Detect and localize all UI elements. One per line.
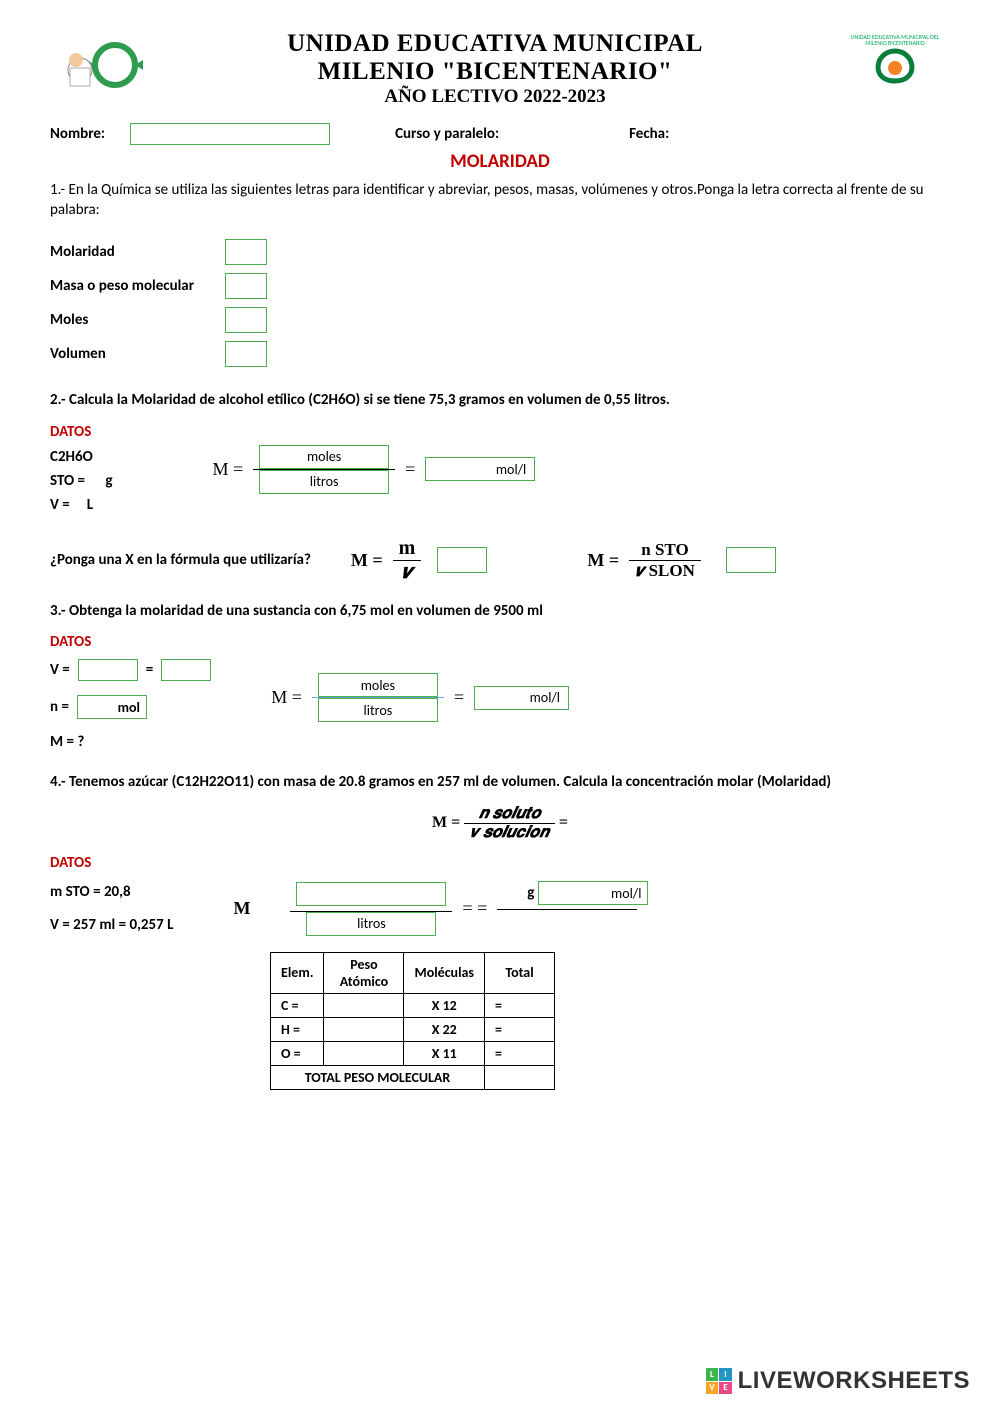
q4-litros-box[interactable]: litros xyxy=(306,912,436,936)
q1-input[interactable] xyxy=(225,273,267,299)
logo-left xyxy=(50,30,150,100)
q1-matching-table: Molaridad Masa o peso molecular Moles Vo… xyxy=(50,235,950,371)
q2-result-box[interactable]: mol/l xyxy=(425,457,535,481)
q2-choice2-box[interactable] xyxy=(726,547,776,573)
q1-row-label: Masa o peso molecular xyxy=(50,277,225,295)
q4-top-box[interactable] xyxy=(296,882,446,906)
table-header: Elem. xyxy=(271,952,324,993)
q3-n-input[interactable]: mol xyxy=(77,695,147,719)
table-input[interactable] xyxy=(324,993,404,1017)
brand-text: LIVEWORKSHEETS xyxy=(738,1367,970,1395)
q2-formula: M = moles litros = mol/l xyxy=(212,445,535,494)
question-4: 4.- Tenemos azúcar (C12H22O11) con masa … xyxy=(50,773,950,1090)
q2-litros-box[interactable]: litros xyxy=(259,470,389,494)
header-line3: AÑO LECTIVO 2022-2023 xyxy=(170,86,820,108)
header-line2: MILENIO "BICENTENARIO" xyxy=(170,58,820,86)
q2-title: 2.- Calcula la Molaridad de alcohol etíl… xyxy=(50,391,950,411)
q2-moles-box[interactable]: moles xyxy=(259,445,389,469)
q1-input[interactable] xyxy=(225,307,267,333)
q4-top-formula: M = 𝒏 𝒔𝒐𝒍𝒖𝒕𝒐 𝒗 𝒔𝒐𝒍𝒖𝒄𝒊𝒐𝒏 = xyxy=(50,805,950,842)
q1-input[interactable] xyxy=(225,341,267,367)
table-input[interactable] xyxy=(324,1017,404,1041)
fecha-label: Fecha: xyxy=(629,125,669,143)
document-header: UNIDAD EDUCATIVA MUNICIPAL MILENIO "BICE… xyxy=(50,30,950,108)
q4-result-box[interactable]: mol/l xyxy=(538,881,648,905)
q3-title: 3.- Obtenga la molaridad de una sustanci… xyxy=(50,602,950,622)
question-2: 2.- Calcula la Molaridad de alcohol etíl… xyxy=(50,391,950,584)
topic-title: MOLARIDAD xyxy=(50,150,950,173)
q3-moles-box[interactable]: moles xyxy=(318,673,438,697)
table-header: Moléculas xyxy=(404,952,485,993)
logo-right: UNIDAD EDUCATIVA MUNICIPAL DEL MILENIO B… xyxy=(840,30,950,90)
nombre-label: Nombre: xyxy=(50,125,105,143)
molecular-weight-table: Elem. Peso Atómico Moléculas Total C = X… xyxy=(270,952,555,1090)
q4-d2: V = 257 ml = 0,257 L xyxy=(50,909,173,942)
table-header: Total xyxy=(485,952,555,993)
q4-d1: m STO = 20,8 xyxy=(50,876,173,909)
q2-data-block: C2H6O STO = g V = L xyxy=(50,445,112,517)
header-title-block: UNIDAD EDUCATIVA MUNICIPAL MILENIO "BICE… xyxy=(170,30,820,108)
curso-label: Curso y paralelo: xyxy=(395,125,499,143)
table-header: Peso Atómico xyxy=(324,952,404,993)
student-form-row: Nombre: Curso y paralelo: Fecha: xyxy=(50,123,950,145)
q2-choice1-box[interactable] xyxy=(437,547,487,573)
q2-datos-label: DATOS xyxy=(50,423,950,441)
q1-input[interactable] xyxy=(225,239,267,265)
nombre-input[interactable] xyxy=(130,123,330,145)
q3-formula: M = moles litros = mol/l xyxy=(271,673,569,722)
q4-title: 4.- Tenemos azúcar (C12H22O11) con masa … xyxy=(50,773,950,793)
q3-datos-label: DATOS xyxy=(50,633,950,651)
q1-text: 1.- En la Química se utiliza las siguien… xyxy=(50,181,950,220)
liveworksheets-brand: L I V E LIVEWORKSHEETS xyxy=(706,1367,970,1395)
table-total-input[interactable] xyxy=(485,1065,555,1089)
q1-row-label: Moles xyxy=(50,311,225,329)
q3-result-box[interactable]: mol/l xyxy=(474,686,569,710)
q1-row-label: Molaridad xyxy=(50,243,225,261)
brand-logo-icon: L I V E xyxy=(706,1368,732,1394)
header-line1: UNIDAD EDUCATIVA MUNICIPAL xyxy=(170,30,820,58)
table-input[interactable] xyxy=(324,1041,404,1065)
q3-v-input2[interactable] xyxy=(161,659,211,681)
q4-calc-formula: M litros = = xyxy=(233,882,487,936)
question-3: 3.- Obtenga la molaridad de una sustanci… xyxy=(50,602,950,756)
table-footer: TOTAL PESO MOLECULAR xyxy=(271,1065,485,1089)
q2-choose-formula: ¿Ponga una X en la fórmula que utilizarí… xyxy=(50,537,950,584)
q3-litros-box[interactable]: litros xyxy=(318,698,438,722)
q1-row-label: Volumen xyxy=(50,345,225,363)
q4-datos-label: DATOS xyxy=(50,854,950,872)
q3-v-input1[interactable] xyxy=(78,659,138,681)
question-1: 1.- En la Química se utiliza las siguien… xyxy=(50,181,950,371)
